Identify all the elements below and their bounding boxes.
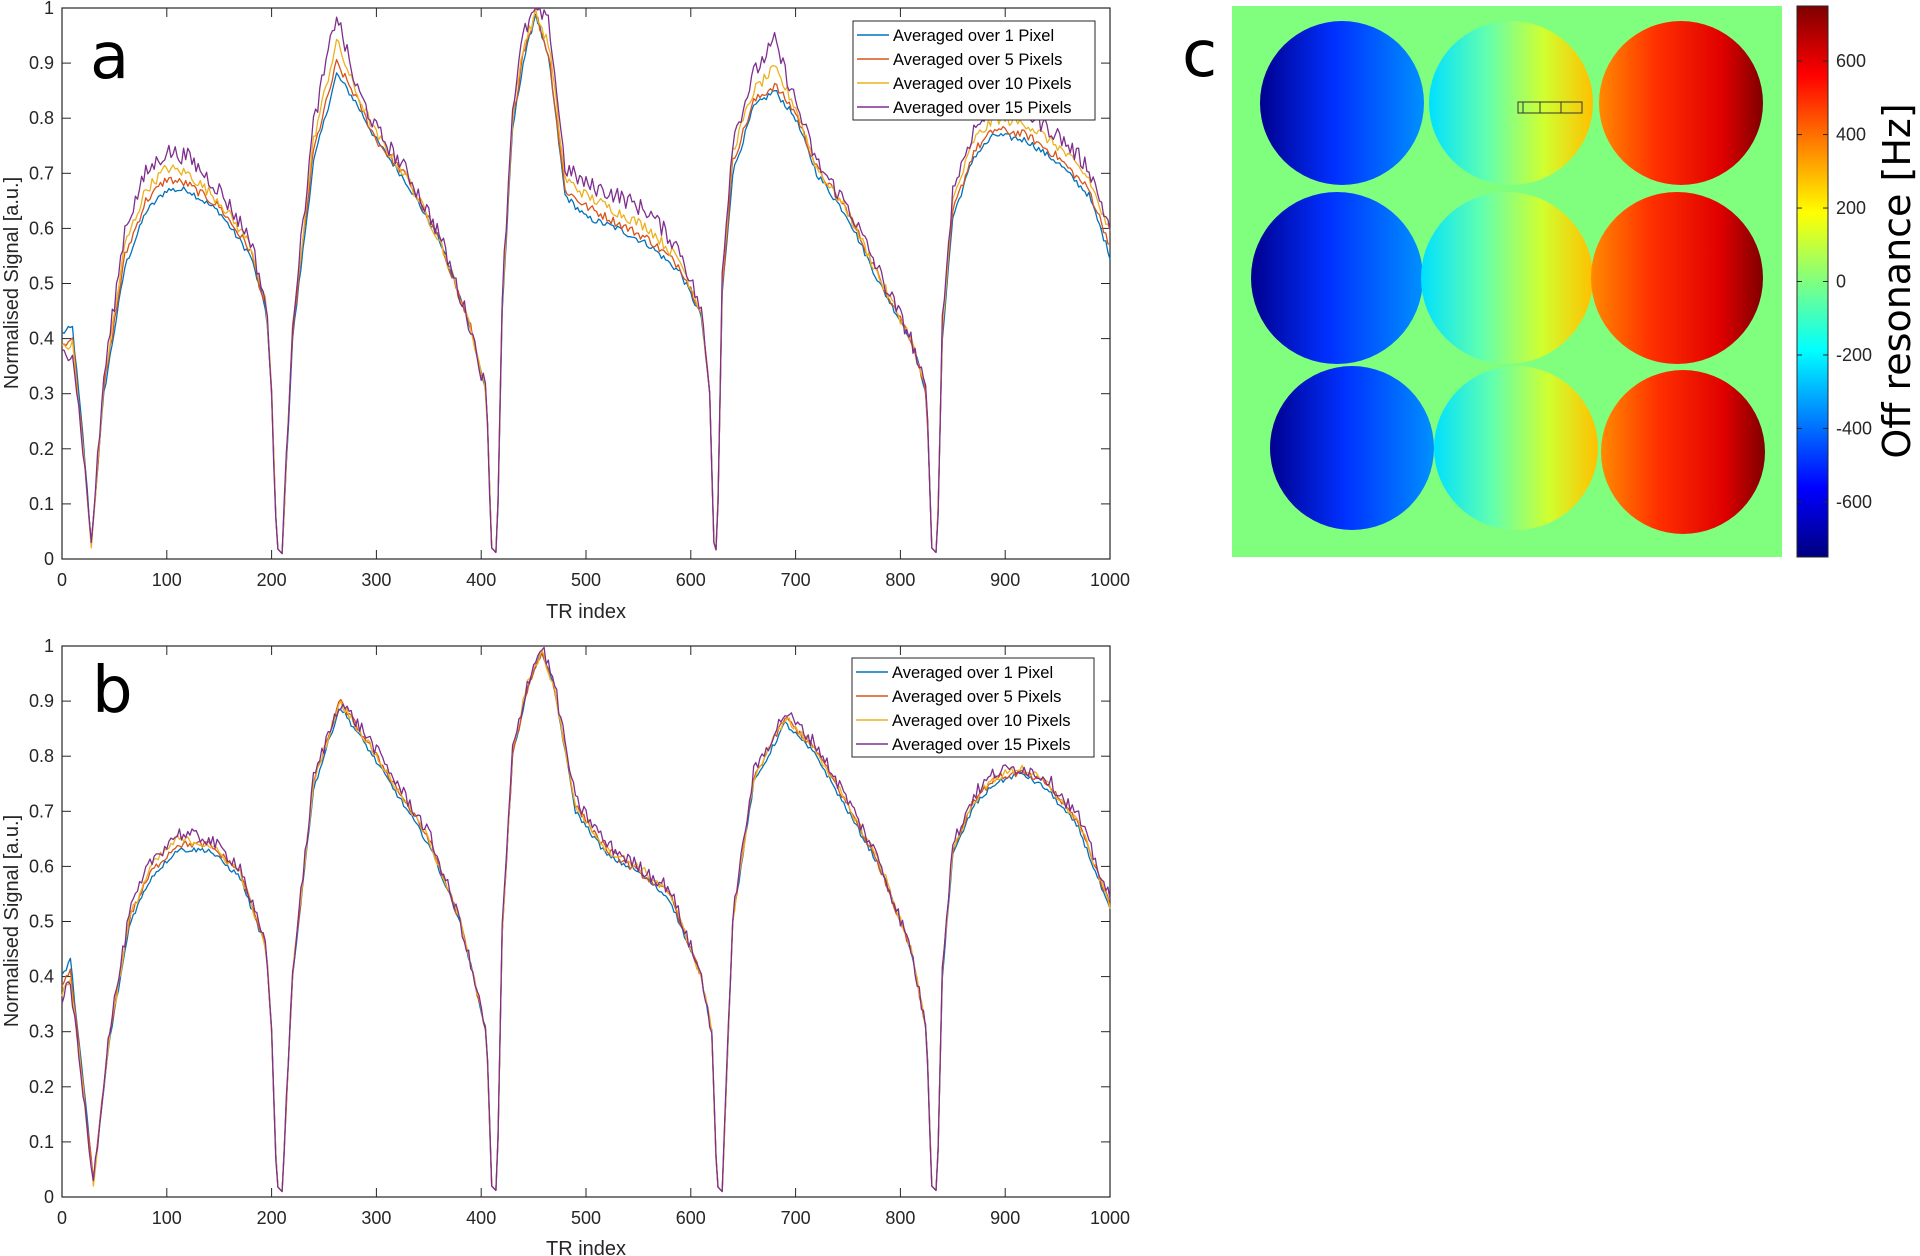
legend-a: Averaged over 1 Pixel Averaged over 5 Pix… (852, 20, 1096, 121)
y-tick-label: 0.4 (29, 329, 54, 349)
legend-b: Averaged over 1 Pixel Averaged over 5 Pix… (851, 657, 1095, 758)
series-line (61, 7, 1111, 555)
panel-b: 0 100 200 300 400 500 600 700 800 900 1000 0 0.1 0.2… (1, 636, 1130, 1256)
x-tick-label: 900 (990, 1208, 1020, 1228)
phantom-disc-r1-c1 (1260, 21, 1424, 185)
x-tick-label: 1000 (1090, 1208, 1130, 1228)
legend-entry: Averaged over 5 Pixels (893, 51, 1062, 69)
y-tick-label: 0 (44, 549, 54, 569)
y-tick-label: 0.2 (29, 439, 54, 459)
y-tick-label: 0.5 (29, 912, 54, 932)
x-tick-label: 600 (676, 1208, 706, 1228)
x-tick-label: 500 (571, 570, 601, 590)
x-ticks-a: 0 100 200 300 400 500 600 700 800 900 1000 (57, 8, 1130, 590)
y-tick-label: 0.4 (29, 967, 54, 987)
x-tick-label: 800 (885, 570, 915, 590)
phantom-disc-r2-c3 (1591, 192, 1763, 364)
phantom-disc-r3-c3 (1601, 370, 1765, 534)
x-tick-label: 0 (57, 570, 67, 590)
y-tick-label: 0.2 (29, 1077, 54, 1097)
panel-label-c: c (1182, 18, 1217, 92)
y-tick-label: 0.1 (29, 1132, 54, 1152)
y-tick-label: 0.1 (29, 494, 54, 514)
colorbar-tick-label: 200 (1836, 198, 1866, 218)
y-tick-label: 0.7 (29, 801, 54, 821)
colorbar-tick-label: -200 (1836, 345, 1872, 365)
series-line (61, 646, 1111, 1193)
x-tick-label: 400 (466, 570, 496, 590)
x-tick-label: 900 (990, 570, 1020, 590)
y-tick-label: 0.6 (29, 218, 54, 238)
panel-label-a: a (90, 20, 129, 94)
legend-entry: Averaged over 10 Pixels (893, 75, 1072, 93)
x-tick-label: 500 (571, 1208, 601, 1228)
legend-entry: Averaged over 5 Pixels (892, 688, 1061, 706)
x-tick-label: 400 (466, 1208, 496, 1228)
legend-entry: Averaged over 1 Pixel (893, 27, 1054, 45)
x-tick-label: 800 (885, 1208, 915, 1228)
y-tick-label: 1 (44, 0, 54, 18)
legend-box (852, 20, 1096, 121)
x-tick-label: 1000 (1090, 570, 1130, 590)
x-tick-label: 600 (676, 570, 706, 590)
colorbar-tick-label: 600 (1836, 51, 1866, 71)
x-axis-label-a: TR index (546, 601, 626, 623)
legend-entry: Averaged over 15 Pixels (893, 99, 1072, 117)
x-tick-label: 0 (57, 1208, 67, 1228)
colorbar-tick-label: -400 (1836, 418, 1872, 438)
y-tick-label: 0.8 (29, 108, 54, 128)
phantom-disc-r2-c2 (1421, 192, 1593, 364)
colorbar-tick-label: 400 (1836, 125, 1866, 145)
y-tick-label: 0.5 (29, 274, 54, 294)
y-tick-label: 1 (44, 636, 54, 656)
phantom-disc-r2-c1 (1251, 192, 1423, 364)
y-tick-label: 0.9 (29, 53, 54, 73)
y-ticks-b: 0 0.1 0.2 0.3 0.4 0.5 0.6 0.7 0.8 0.9 1 (29, 636, 1110, 1207)
panel-c: c 600 400 200 0 -200 -400 -600 Off resonance [… (1182, 5, 1919, 558)
panel-label-b: b (92, 654, 133, 728)
y-tick-label: 0.6 (29, 856, 54, 876)
x-axis-label-b: TR index (546, 1238, 626, 1256)
x-tick-label: 200 (257, 1208, 287, 1228)
x-ticks-b: 0 100 200 300 400 500 600 700 800 900 1000 (57, 646, 1130, 1228)
y-axis-label-a: Normalised Signal [a.u.] (1, 177, 23, 389)
x-tick-label: 200 (257, 570, 287, 590)
colorbar-label: Off resonance [Hz] (1875, 103, 1919, 458)
series-group-a (61, 7, 1111, 555)
roi-box (1517, 101, 1583, 114)
legend-entry: Averaged over 15 Pixels (892, 736, 1071, 754)
panel-a: 0 100 200 300 400 500 600 700 800 900 1000 0 0.1 0.2… (1, 0, 1130, 623)
legend-entry: Averaged over 1 Pixel (892, 664, 1053, 682)
phantom-disc-r1-c3 (1599, 21, 1763, 185)
y-ticks-a: 0 0.1 0.2 0.3 0.4 0.5 0.6 0.7 0.8 0.9 1 (29, 0, 1110, 569)
series-group-b (61, 646, 1111, 1193)
x-tick-label: 300 (361, 570, 391, 590)
colorbar-tick-label: -600 (1836, 492, 1872, 512)
legend-box (851, 657, 1095, 758)
x-tick-label: 700 (781, 570, 811, 590)
phantom-disc-r1-c2 (1429, 21, 1593, 185)
x-tick-label: 100 (152, 1208, 182, 1228)
y-tick-label: 0.8 (29, 746, 54, 766)
legend-entry: Averaged over 10 Pixels (892, 712, 1071, 730)
x-tick-label: 100 (152, 570, 182, 590)
phantom-disc-r3-c2 (1434, 366, 1598, 530)
y-tick-label: 0.3 (29, 1022, 54, 1042)
x-tick-label: 300 (361, 1208, 391, 1228)
y-tick-label: 0.3 (29, 384, 54, 404)
y-tick-label: 0.7 (29, 163, 54, 183)
colorbar-tick-label: 0 (1836, 272, 1846, 292)
colorbar-ticks: 600 400 200 0 -200 -400 -600 (1797, 51, 1872, 512)
x-tick-label: 700 (781, 1208, 811, 1228)
y-axis-label-b: Normalised Signal [a.u.] (1, 815, 23, 1027)
phantom-disc-r3-c1 (1270, 366, 1434, 530)
y-tick-label: 0 (44, 1187, 54, 1207)
y-tick-label: 0.9 (29, 691, 54, 711)
